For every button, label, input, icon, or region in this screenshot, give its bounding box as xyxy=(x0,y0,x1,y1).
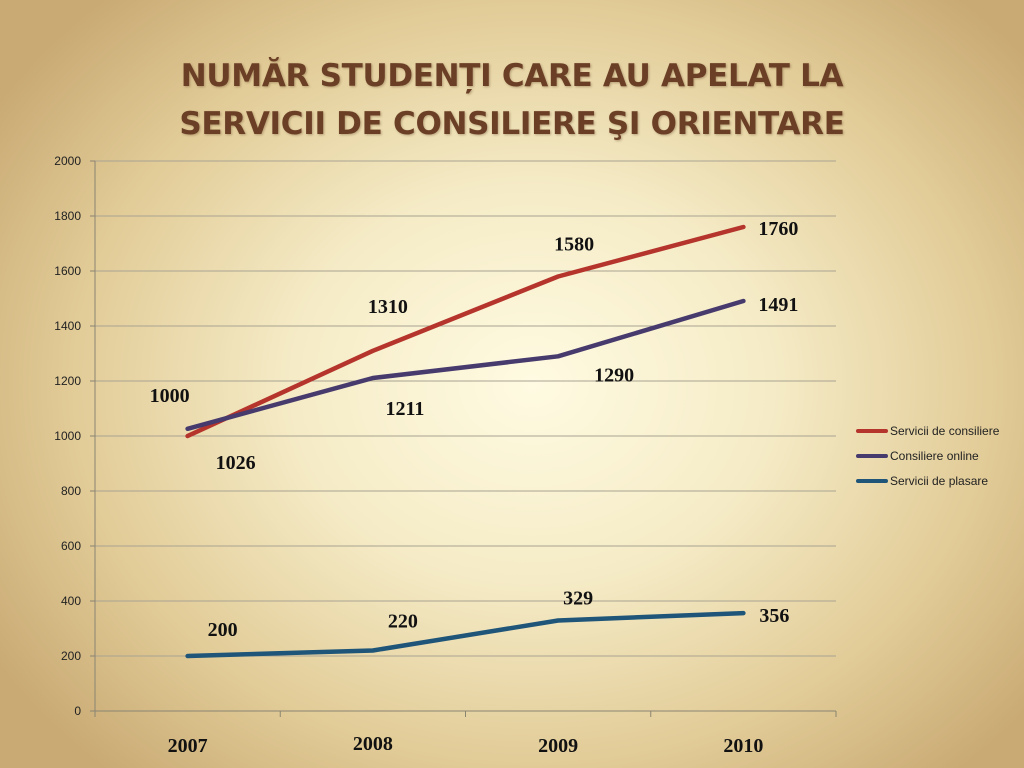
y-tick-label-1800: 1800 xyxy=(54,209,81,223)
data-label-consiliere-online-2010: 1491 xyxy=(758,294,798,316)
data-label-servicii-de-consiliere-2007: 1000 xyxy=(150,385,190,407)
chart-title: NUMĂR STUDENȚI CARE AU APELAT LA SERVICI… xyxy=(60,52,964,148)
data-label-consiliere-online-2009: 1290 xyxy=(594,364,634,386)
y-tick-label-2000: 2000 xyxy=(54,154,81,168)
chart-title-line-2: SERVICII DE CONSILIERE ŞI ORIENTARE xyxy=(179,106,845,142)
series-line-servicii-de-plasare xyxy=(185,610,746,659)
data-label-servicii-de-plasare-2010: 356 xyxy=(759,605,789,627)
x-tick-label-2009: 2009 xyxy=(538,735,578,757)
x-axis-tick-labels: 2007 2008 2009 2010 xyxy=(168,733,764,757)
legend-label-servicii-de-consiliere: Servicii de consiliere xyxy=(890,424,1000,438)
x-tick-label-2010: 2010 xyxy=(723,735,763,757)
data-label-servicii-de-consiliere-2008: 1310 xyxy=(368,296,408,318)
data-label-servicii-de-consiliere-2009: 1580 xyxy=(554,234,594,256)
y-tick-label-1200: 1200 xyxy=(54,374,81,388)
series-line-servicii-de-consiliere xyxy=(185,224,746,439)
x-tick-label-2007: 2007 xyxy=(168,735,208,757)
x-tick-label-2008: 2008 xyxy=(353,733,393,755)
data-label-consiliere-online-2008: 1211 xyxy=(385,398,424,420)
series-line-consiliere-online xyxy=(185,298,746,432)
data-label-servicii-de-plasare-2008: 220 xyxy=(388,611,418,633)
legend-label-servicii-de-plasare: Servicii de plasare xyxy=(890,474,988,488)
data-label-servicii-de-plasare-2007: 200 xyxy=(208,619,238,641)
y-tick-label-1400: 1400 xyxy=(54,319,81,333)
y-tick-label-1600: 1600 xyxy=(54,264,81,278)
y-tick-label-600: 600 xyxy=(61,539,81,553)
gridlines xyxy=(90,160,836,712)
legend-label-consiliere-online: Consiliere online xyxy=(890,449,979,463)
y-tick-label-200: 200 xyxy=(61,649,81,663)
y-tick-label-800: 800 xyxy=(61,484,81,498)
chart-title-line-1: NUMĂR STUDENȚI CARE AU APELAT LA xyxy=(180,58,844,94)
y-tick-label-0: 0 xyxy=(74,704,81,718)
data-label-servicii-de-consiliere-2010: 1760 xyxy=(758,218,798,240)
y-tick-label-400: 400 xyxy=(61,594,81,608)
legend: Servicii de consiliere Consiliere online S… xyxy=(856,424,1000,488)
data-label-consiliere-online-2007: 1026 xyxy=(216,452,256,474)
y-tick-label-1000: 1000 xyxy=(54,429,81,443)
y-axis-tick-labels: 0 200 400 600 800 1000 1200 1400 1600 1800 2000 xyxy=(54,154,81,718)
data-labels: 1000 1310 1580 1760 1026 1211 1290 1491 200 220 32… xyxy=(150,218,799,641)
data-label-servicii-de-plasare-2009: 329 xyxy=(563,588,593,610)
